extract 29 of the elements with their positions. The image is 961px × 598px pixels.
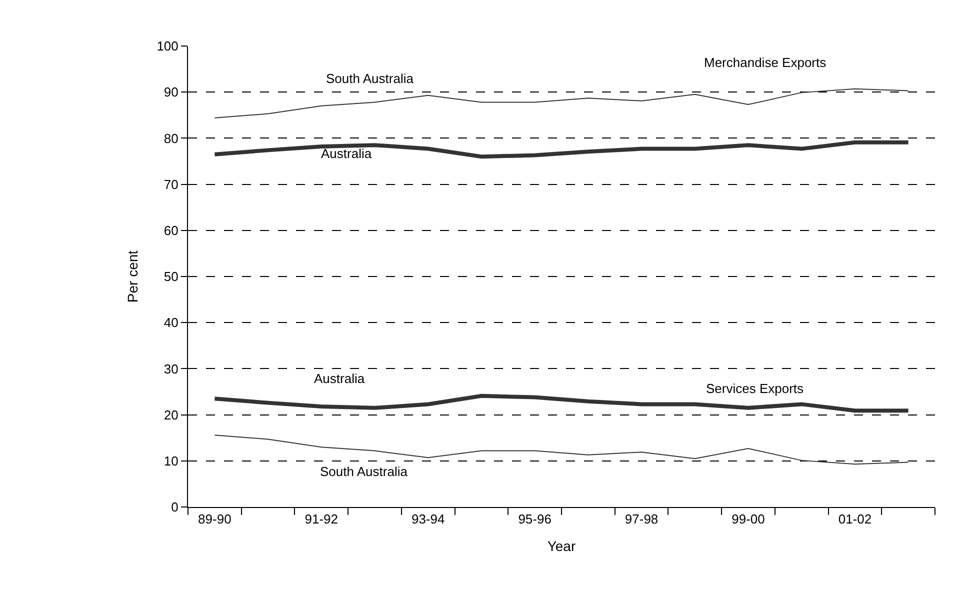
line-series: [212, 140, 910, 159]
line-series: [214, 434, 909, 465]
y-tick-label: 0: [171, 500, 178, 515]
annotation: Australia: [321, 146, 372, 161]
annotation: Australia: [314, 371, 366, 386]
y-tick-label: 100: [156, 38, 178, 54]
y-tick-label: 60: [164, 222, 178, 238]
line-series: [214, 88, 909, 118]
y-tick-label: 10: [164, 453, 178, 468]
x-tick-label: 91-92: [304, 512, 338, 527]
annotation: Merchandise Exports: [704, 55, 827, 70]
x-tick-label: 97-98: [624, 512, 658, 527]
y-tick-label: 90: [164, 84, 178, 100]
x-tick-label: 93-94: [411, 512, 445, 527]
x-tick-label: 99-00: [732, 512, 765, 527]
x-tick-label: 95-96: [518, 512, 552, 527]
y-tick-label: 20: [164, 407, 178, 422]
y-axis-title: Per cent: [124, 250, 140, 303]
y-tick-label: 70: [164, 176, 178, 192]
y-tick-label: 50: [164, 269, 178, 284]
x-tick-label: 01-02: [838, 512, 872, 527]
x-tick-label: 89-90: [198, 512, 232, 527]
x-axis-title: Year: [547, 538, 576, 554]
annotation: South Australia: [326, 71, 414, 86]
annotation: Services Exports: [706, 381, 804, 396]
y-tick-label: 40: [164, 315, 178, 330]
annotation: South Australia: [320, 464, 408, 479]
y-tick-label: 80: [164, 130, 178, 146]
y-tick-label: 30: [164, 361, 178, 376]
